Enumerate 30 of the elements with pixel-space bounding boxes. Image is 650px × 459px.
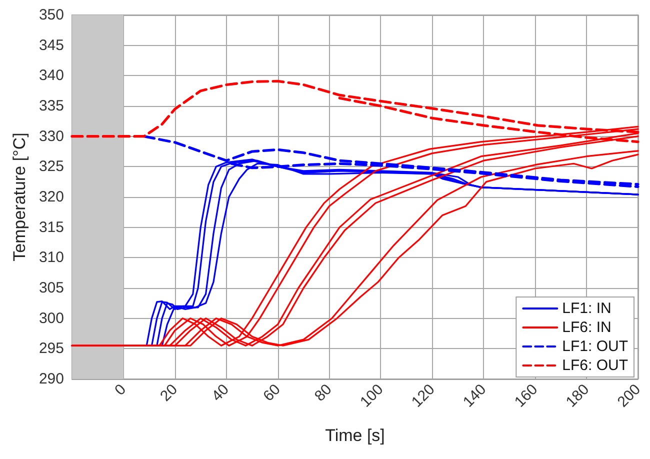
x-tick-label: 20 [157, 380, 181, 405]
y-tick-label: 295 [38, 340, 64, 358]
y-tick-label: 345 [38, 36, 64, 54]
y-tick-label: 310 [38, 249, 64, 266]
y-tick-label: 350 [38, 6, 64, 24]
x-tick-label: 0 [112, 380, 130, 399]
y-tick-label: 300 [38, 310, 64, 327]
legend-label: LF6: OUT [562, 357, 628, 374]
x-tick-label: 40 [208, 380, 232, 405]
y-tick-label: 315 [38, 218, 64, 236]
y-tick-label: 290 [38, 370, 64, 388]
x-tick-label: 100 [357, 380, 387, 411]
y-tick-label: 325 [38, 158, 64, 176]
x-tick-label: 60 [260, 380, 284, 405]
y-tick-label: 340 [38, 67, 64, 84]
y-axis-title: Temperature [°C] [10, 132, 30, 262]
x-tick-label: 120 [408, 380, 438, 411]
x-axis-title: Time [s] [325, 426, 385, 445]
x-tick-label: 140 [460, 380, 490, 411]
y-tick-label: 330 [38, 128, 64, 145]
x-tick-label: 180 [562, 380, 593, 411]
legend-label: LF1: OUT [562, 338, 628, 355]
x-tick-label: 200 [614, 380, 644, 411]
y-tick-label: 305 [38, 280, 64, 296]
y-tick-label: 335 [38, 98, 64, 114]
legend-label: LF1: IN [562, 300, 612, 317]
x-tick-label: 160 [511, 380, 542, 411]
y-tick-label: 320 [38, 188, 64, 206]
x-tick-label: 80 [311, 380, 336, 405]
legend-label: LF6: IN [562, 319, 612, 336]
